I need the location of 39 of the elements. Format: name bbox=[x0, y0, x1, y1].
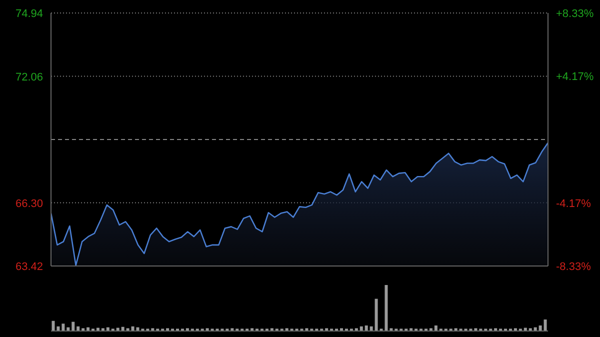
bar bbox=[474, 328, 478, 331]
bar bbox=[186, 328, 189, 331]
bar bbox=[230, 328, 234, 331]
y2-tick-label: -4.17% bbox=[556, 198, 592, 210]
bar bbox=[374, 298, 378, 331]
bar bbox=[82, 328, 85, 331]
bar bbox=[364, 325, 368, 331]
bar bbox=[52, 320, 55, 331]
y2-tick-label: +4.17% bbox=[556, 71, 594, 84]
bar bbox=[126, 328, 130, 331]
bar bbox=[305, 328, 308, 331]
bar bbox=[538, 325, 542, 331]
bar bbox=[514, 328, 517, 331]
bar bbox=[340, 328, 344, 331]
bar bbox=[206, 328, 209, 331]
y2-tick-label: +8.33% bbox=[556, 8, 594, 20]
y2-tick-label: -8.33% bbox=[556, 261, 592, 273]
y-tick-label: 72.06 bbox=[15, 71, 43, 84]
bar bbox=[390, 328, 393, 331]
bar bbox=[101, 328, 104, 331]
y-tick-label: 66.30 bbox=[15, 198, 43, 210]
bar bbox=[528, 328, 532, 331]
bar bbox=[166, 328, 170, 331]
bar bbox=[434, 325, 438, 331]
y-tick-label: 74.94 bbox=[15, 8, 43, 20]
bar bbox=[72, 322, 75, 331]
bar bbox=[544, 320, 547, 331]
bar bbox=[270, 328, 274, 331]
bar bbox=[494, 328, 498, 331]
bar bbox=[454, 328, 458, 331]
bar bbox=[250, 328, 254, 331]
bar bbox=[151, 328, 154, 331]
bar bbox=[429, 328, 432, 331]
bar bbox=[285, 328, 288, 331]
bar bbox=[354, 328, 358, 331]
bar bbox=[325, 328, 328, 331]
bar bbox=[410, 328, 413, 331]
bar bbox=[62, 324, 65, 331]
y-tick-label: 63.42 bbox=[15, 261, 43, 273]
